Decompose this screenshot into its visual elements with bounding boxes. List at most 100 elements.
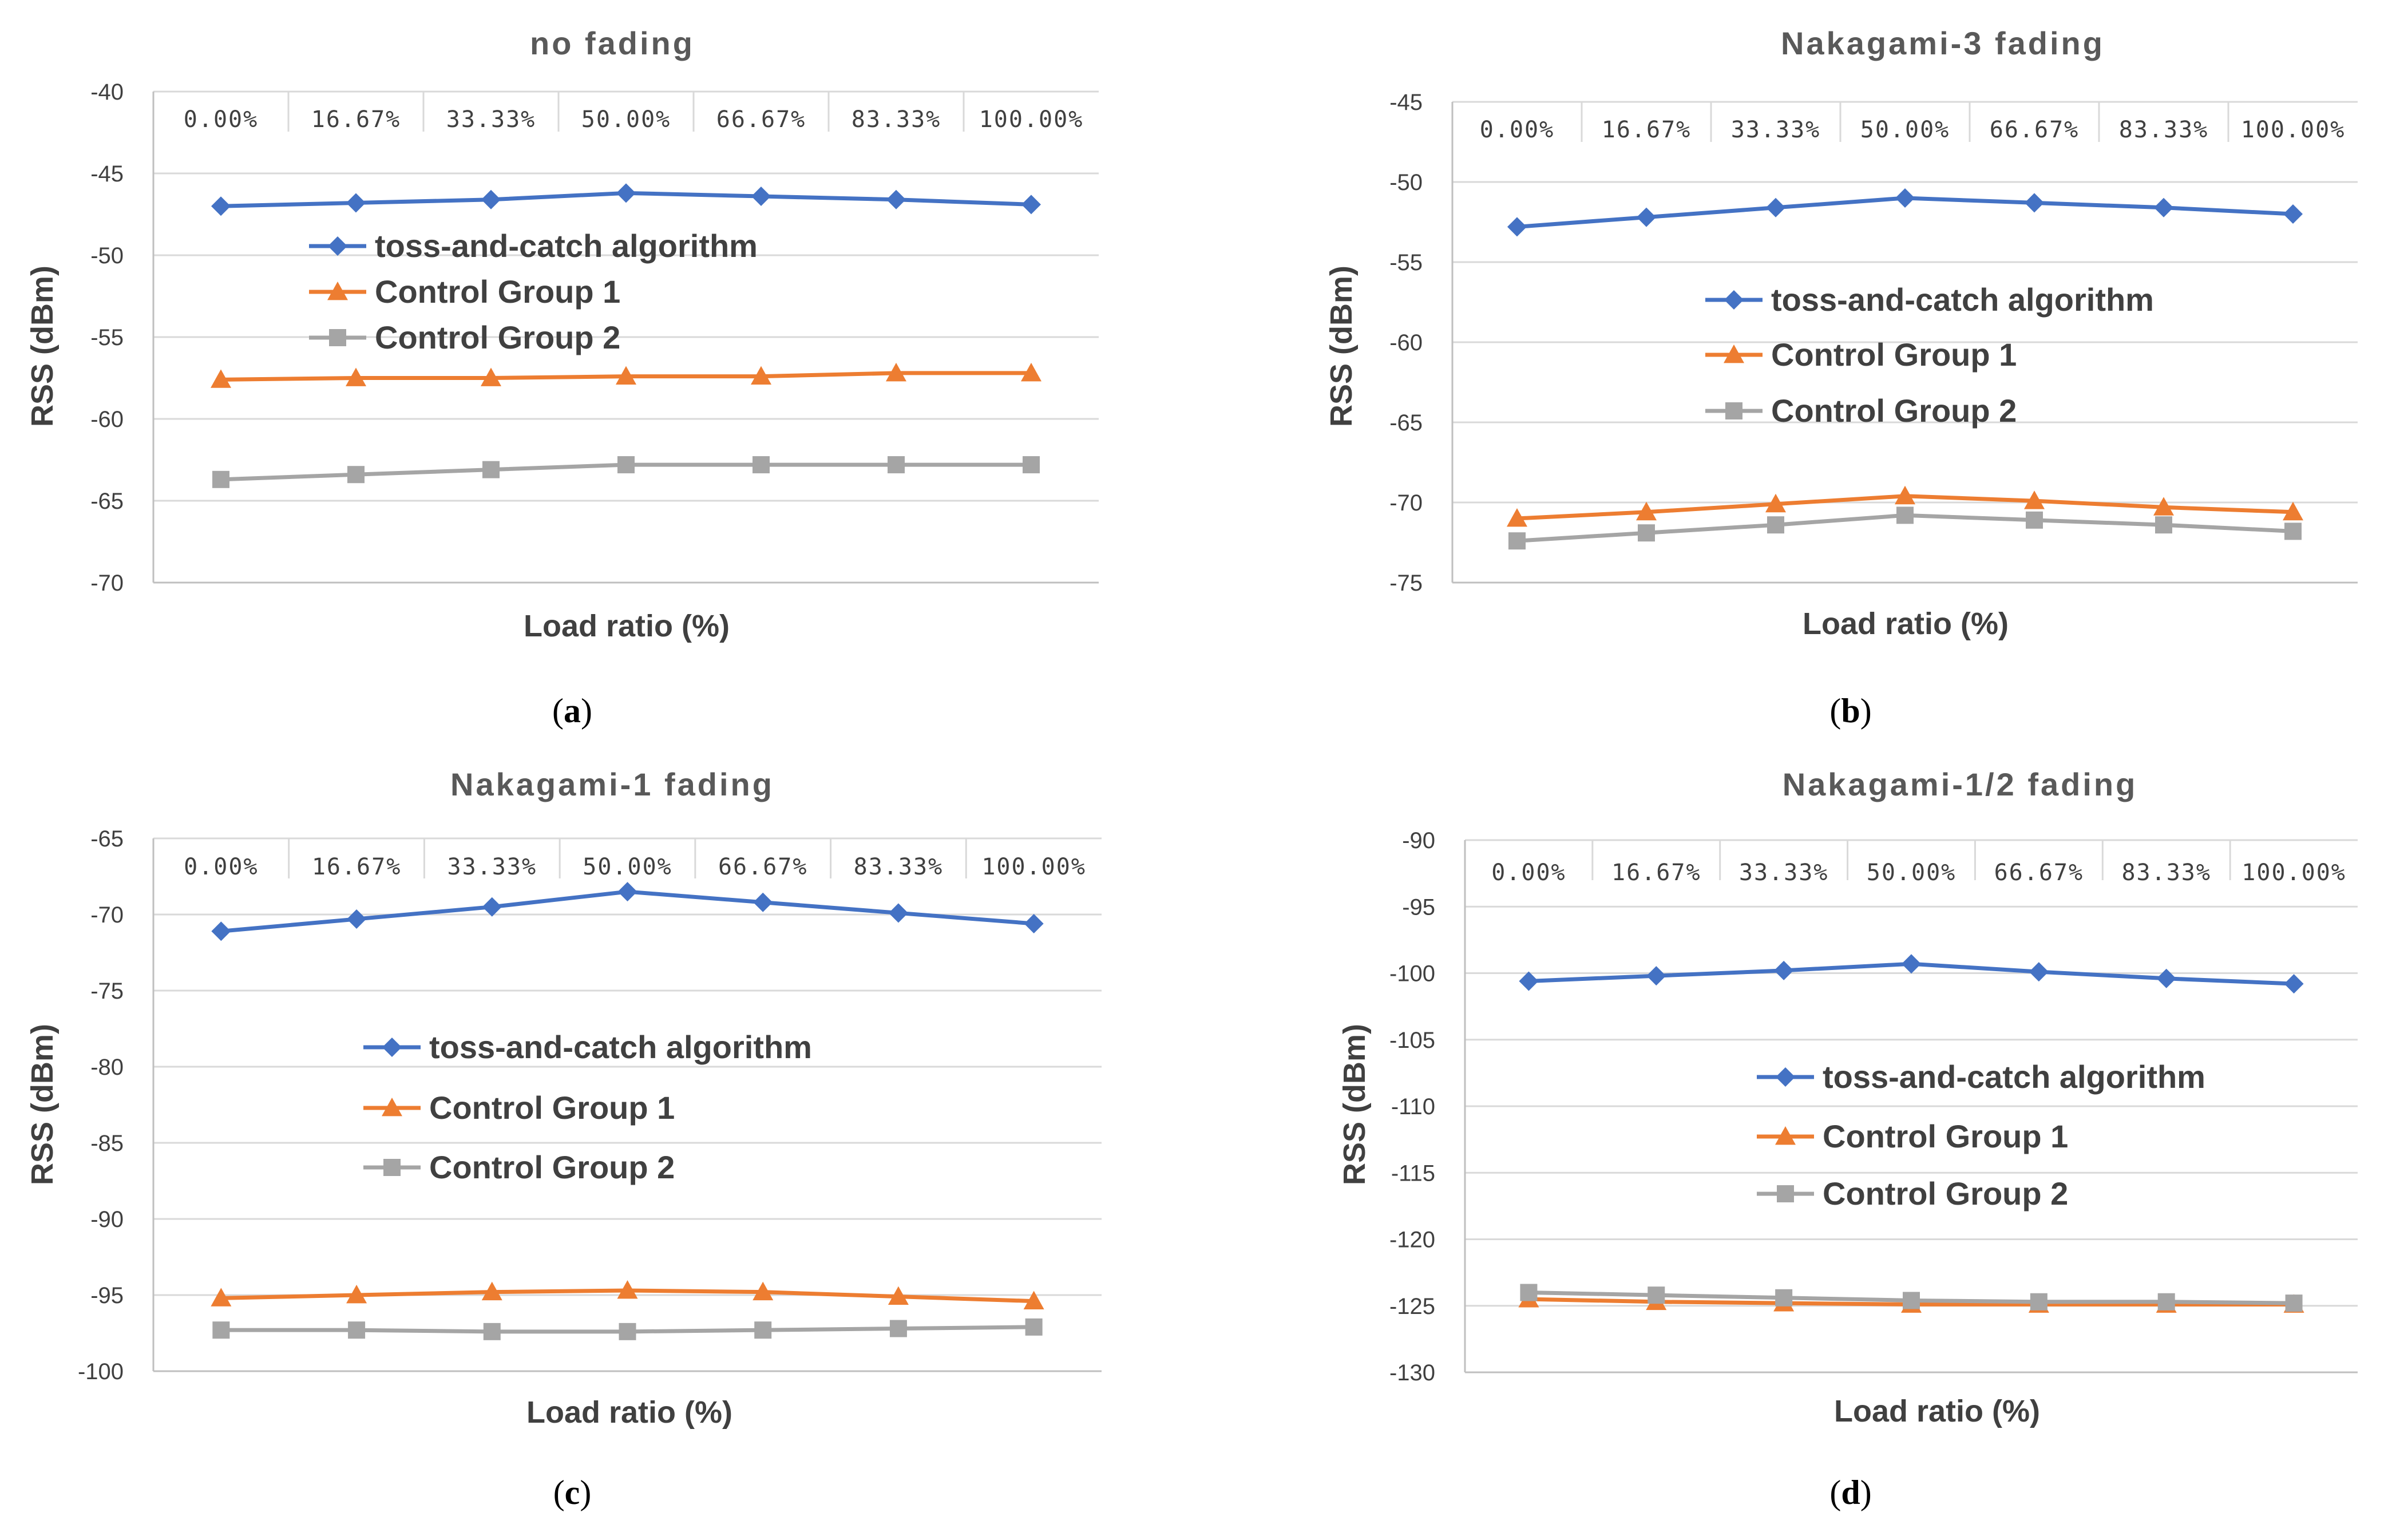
legend-marker — [1724, 345, 1744, 363]
data-point — [1648, 1286, 1665, 1304]
y-tick-label: -65 — [1389, 410, 1423, 436]
data-point — [617, 456, 635, 474]
data-point — [211, 921, 231, 941]
data-point — [481, 1281, 502, 1301]
data-point — [753, 456, 770, 474]
y-tick-label: -75 — [90, 979, 124, 1004]
chart-title: no fading — [530, 25, 695, 61]
legend-marker — [383, 1159, 401, 1176]
data-point — [888, 903, 908, 923]
data-point — [1519, 971, 1539, 991]
data-point — [2029, 962, 2049, 982]
data-point — [2156, 968, 2176, 988]
x-axis-label: Load ratio (%) — [1803, 607, 2009, 641]
x-category-label: 33.33% — [1731, 117, 1821, 143]
x-category-label: 100.00% — [981, 854, 1086, 880]
panel-caption: (a) — [552, 692, 592, 730]
data-point — [1903, 1292, 1920, 1309]
data-point — [1765, 493, 1786, 513]
y-tick-label: -70 — [90, 902, 124, 928]
legend-marker — [328, 236, 347, 256]
panel-caption: (b) — [1829, 692, 1871, 730]
data-point — [751, 366, 771, 385]
data-point — [617, 1280, 638, 1299]
data-point — [2285, 1294, 2303, 1312]
data-point — [1507, 508, 1527, 527]
legend-marker — [382, 1038, 402, 1057]
data-point — [754, 1321, 772, 1339]
y-tick-label: -90 — [90, 1207, 124, 1232]
data-point — [1638, 524, 1655, 542]
data-point — [616, 366, 636, 385]
legend-marker — [1775, 1126, 1796, 1145]
x-category-label: 100.00% — [2241, 860, 2346, 886]
chart-title: Nakagami-1/2 fading — [1783, 766, 2138, 802]
data-point — [1508, 532, 1526, 550]
data-point — [751, 187, 771, 207]
data-point — [481, 367, 501, 386]
y-axis-label: RSS (dBm) — [25, 1024, 60, 1185]
chart-title: Nakagami-1 fading — [450, 766, 774, 802]
y-tick-label: -120 — [1389, 1228, 1435, 1253]
data-point — [482, 897, 502, 917]
chart-panel-d: Nakagami-1/2 fading -90 -95 -100 -105 -110 -11… — [1337, 766, 2358, 1511]
x-category-label: 50.00% — [1860, 117, 1950, 143]
x-category-label: 16.67% — [1602, 117, 1692, 143]
data-point — [1895, 188, 1915, 208]
x-category-label: 66.67% — [1990, 117, 2080, 143]
data-point — [211, 369, 231, 388]
chart-title: Nakagami-3 fading — [1781, 25, 2105, 61]
data-point — [348, 1321, 366, 1339]
legend-label: Control Group 2 — [1771, 393, 2017, 429]
y-axis-label: RSS (dBm) — [1337, 1024, 1372, 1185]
data-point — [617, 882, 637, 902]
data-point — [2025, 193, 2044, 213]
data-point — [753, 892, 773, 912]
y-tick-label: -60 — [90, 407, 124, 432]
x-category-label: 100.00% — [2241, 117, 2346, 143]
data-point — [1023, 1290, 1044, 1310]
legend-label: Control Group 1 — [429, 1090, 675, 1126]
data-point — [2155, 516, 2172, 534]
data-point — [1507, 217, 1527, 237]
data-point — [889, 1320, 907, 1337]
panel-caption: (d) — [1829, 1474, 1871, 1511]
panel-caption: (c) — [553, 1474, 592, 1511]
data-point — [886, 189, 906, 209]
data-point — [2026, 511, 2043, 529]
y-tick-label: -105 — [1389, 1028, 1435, 1053]
y-tick-label: -65 — [90, 826, 124, 852]
data-point — [1021, 362, 1041, 382]
data-point — [1896, 506, 1914, 524]
x-category-label: 83.33% — [2121, 860, 2211, 886]
data-point — [347, 909, 367, 929]
legend-label: Control Group 2 — [429, 1149, 675, 1185]
x-category-label: 83.33% — [852, 106, 941, 133]
data-point — [1646, 966, 1666, 986]
data-point — [2157, 1293, 2175, 1311]
data-point — [1766, 197, 1785, 217]
x-category-label: 0.00% — [1480, 117, 1554, 143]
x-category-label: 66.67% — [716, 106, 806, 133]
legend-marker — [329, 329, 346, 346]
data-point — [212, 470, 229, 488]
y-tick-label: -65 — [90, 489, 124, 514]
y-tick-label: -85 — [90, 1131, 124, 1156]
data-point — [1636, 501, 1657, 521]
legend-label: Control Group 2 — [375, 319, 620, 355]
data-point — [1774, 960, 1794, 980]
y-tick-label: -50 — [90, 243, 124, 268]
chart-panel-c: Nakagami-1 fading -65 -70 -75 -80 -85 -90 -95 -1… — [25, 766, 1102, 1511]
y-tick-label: -130 — [1389, 1360, 1435, 1385]
y-tick-label: -60 — [1389, 330, 1423, 355]
data-point — [888, 1286, 909, 1305]
x-category-label: 16.67% — [311, 106, 401, 133]
data-point — [1520, 1284, 1538, 1301]
legend-marker — [1776, 1067, 1795, 1087]
y-tick-label: -110 — [1391, 1094, 1435, 1119]
x-category-label: 50.00% — [1867, 860, 1957, 886]
data-point — [346, 367, 366, 386]
legend-label: toss-and-catch algorithm — [1823, 1059, 2205, 1095]
x-category-label: 0.00% — [184, 106, 258, 133]
